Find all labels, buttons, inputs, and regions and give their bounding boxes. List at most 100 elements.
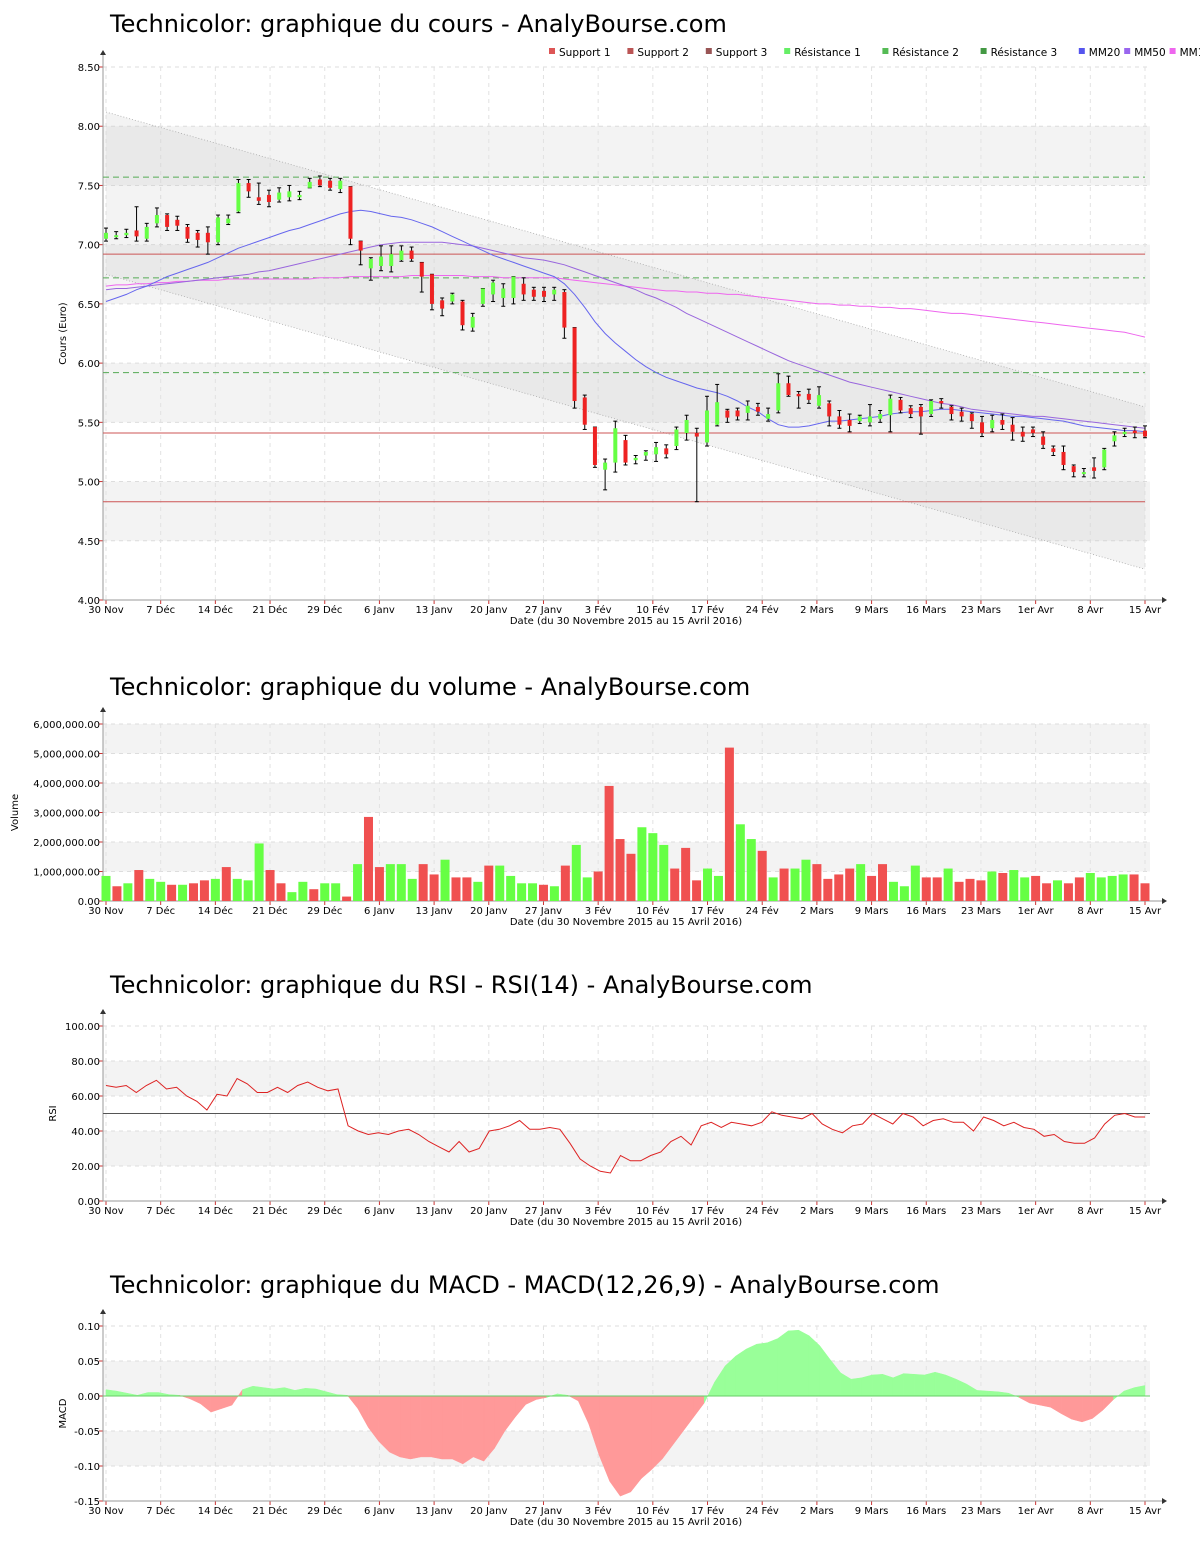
x-tick-label: 13 Janv — [415, 906, 452, 917]
candle-body — [134, 230, 139, 237]
volume-bar — [724, 747, 734, 901]
volume-bar — [549, 886, 559, 901]
macd-area-segment — [431, 1395, 443, 1460]
legend-swatch — [1124, 48, 1131, 54]
legend-swatch — [705, 48, 712, 54]
volume-bar — [156, 881, 166, 901]
volume-bar — [921, 877, 931, 901]
volume-bar — [856, 864, 866, 901]
volume-bar — [199, 880, 209, 901]
volume-chart: 0.00 1,000,000.00 2,000,000.00 3,000,000.00… — [10, 707, 1167, 928]
y-tick-label: 6.00 — [78, 359, 100, 370]
y-axis-arrow — [100, 1009, 106, 1014]
y-axis-label: Volume — [10, 794, 21, 831]
x-tick-label: 16 Mars — [906, 1206, 946, 1217]
legend-swatch — [1169, 48, 1176, 54]
x-tick-label: 13 Janv — [415, 605, 452, 616]
volume-bar — [112, 886, 122, 901]
volume-bar — [878, 864, 888, 901]
candle-body — [684, 419, 689, 433]
candle-body — [1030, 429, 1035, 433]
volume-bar — [1107, 875, 1117, 901]
x-tick-label: 24 Fév — [746, 604, 779, 616]
volume-bar — [353, 864, 363, 901]
volume-bar — [363, 816, 373, 901]
macd-area-segment — [756, 1342, 768, 1397]
volume-bar — [768, 877, 778, 901]
volume-bar — [167, 884, 177, 901]
legend-label: Support 2 — [637, 47, 689, 59]
candle-body — [1102, 449, 1107, 468]
candle-body — [1010, 424, 1015, 432]
y-tick-label: 5.00 — [78, 478, 100, 489]
volume-bar — [976, 880, 986, 901]
macd-area-segment — [882, 1373, 894, 1397]
y-tick-label: -0.15 — [74, 1497, 100, 1508]
x-tick-label: 27 Janv — [525, 1506, 562, 1517]
x-tick-label: 27 Janv — [525, 906, 562, 917]
macd-area-segment — [861, 1374, 873, 1397]
y-tick-label: -0.05 — [74, 1427, 100, 1438]
macd-area-segment — [1050, 1395, 1062, 1414]
macd-area-segment — [189, 1395, 201, 1405]
x-tick-label: 9 Mars — [855, 1206, 889, 1217]
volume-bar — [484, 865, 494, 901]
macd-chart: -0.15 -0.10 -0.05 0.00 0.05 0.10 30 Nov 7 Déc 14… — [58, 1309, 1167, 1528]
macd-area-segment — [892, 1373, 904, 1397]
candle-body — [154, 215, 159, 224]
x-tick-label: 29 Déc — [307, 905, 342, 917]
legend-label: Support 1 — [559, 47, 611, 59]
grid-band — [103, 724, 1150, 754]
volume-bar — [582, 877, 592, 901]
macd-area-segment — [913, 1374, 925, 1397]
candle-body — [287, 191, 292, 198]
candle-body — [277, 192, 282, 200]
candle-body — [1071, 466, 1076, 473]
candle-body — [786, 383, 791, 396]
x-tick-label: 9 Mars — [855, 906, 889, 917]
y-tick-label: 8.00 — [78, 122, 100, 133]
macd-area-segment — [682, 1395, 694, 1432]
x-tick-label: 6 Janv — [364, 1506, 395, 1517]
y-axis-label: MACD — [58, 1398, 69, 1428]
y-tick-label: 4.00 — [78, 596, 100, 607]
volume-bar — [637, 827, 647, 901]
trend-channel-upper — [105, 111, 1146, 408]
macd-area-segment — [441, 1395, 453, 1460]
candle-body — [1143, 430, 1147, 437]
macd-area-segment — [347, 1394, 359, 1410]
x-tick-label: 1er Avr — [1018, 605, 1055, 616]
macd-area-segment — [987, 1390, 999, 1397]
trend-channel-lower — [105, 273, 1146, 570]
candle-body — [348, 186, 353, 239]
y-tick-label: 5.50 — [78, 418, 100, 429]
legend-label: Résistance 1 — [794, 47, 861, 59]
candle-body — [1020, 431, 1025, 437]
macd-area-segment — [273, 1387, 285, 1397]
y-tick-label: 0.00 — [78, 897, 100, 908]
candle-body — [980, 422, 985, 433]
x-tick-label: 17 Fév — [691, 1505, 724, 1517]
candle-body — [959, 411, 964, 417]
x-tick-label: 23 Mars — [961, 906, 1001, 917]
x-tick-label: 2 Mars — [800, 1206, 834, 1217]
macd-area-segment — [525, 1395, 537, 1405]
candle-body — [704, 410, 709, 443]
grid-band — [103, 481, 1150, 541]
volume-bar — [265, 870, 275, 901]
x-tick-label: 7 Déc — [146, 1505, 175, 1517]
candle-body — [1122, 431, 1127, 435]
y-tick-label: 0.10 — [78, 1322, 100, 1333]
macd-area-segment — [1060, 1395, 1072, 1420]
candle-body — [1041, 436, 1046, 445]
y-axis-arrow — [100, 1309, 106, 1314]
macd-area-segment — [200, 1395, 212, 1413]
volume-bar — [374, 867, 384, 901]
volume-bar — [899, 886, 909, 901]
legend-swatch — [627, 48, 634, 54]
x-tick-label: 14 Déc — [198, 905, 233, 917]
x-tick-label: 9 Mars — [855, 605, 889, 616]
volume-bar — [1042, 883, 1052, 901]
candle-body — [715, 402, 720, 425]
candle-body — [460, 301, 465, 326]
